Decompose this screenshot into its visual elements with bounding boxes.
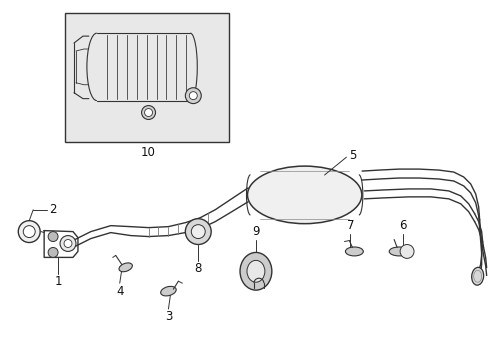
Text: 9: 9 (252, 225, 259, 238)
Ellipse shape (471, 267, 483, 285)
Circle shape (191, 225, 205, 239)
Text: 3: 3 (164, 310, 172, 323)
Ellipse shape (246, 260, 264, 282)
Ellipse shape (240, 252, 271, 290)
Text: 10: 10 (141, 146, 156, 159)
Text: 2: 2 (49, 203, 57, 216)
Circle shape (399, 244, 413, 258)
Circle shape (64, 239, 72, 247)
Circle shape (189, 92, 197, 100)
Circle shape (18, 221, 40, 243)
Circle shape (144, 109, 152, 117)
Circle shape (185, 88, 201, 104)
Circle shape (60, 235, 76, 251)
Text: 4: 4 (116, 285, 123, 298)
Ellipse shape (345, 247, 363, 256)
Circle shape (142, 105, 155, 120)
Ellipse shape (247, 166, 361, 224)
Text: 5: 5 (348, 149, 355, 162)
Ellipse shape (161, 286, 176, 296)
Circle shape (23, 226, 35, 238)
Text: 6: 6 (399, 219, 406, 232)
Ellipse shape (119, 263, 132, 272)
Text: 8: 8 (194, 262, 202, 275)
Circle shape (48, 247, 58, 257)
Bar (65, 13, 228, 142)
Circle shape (48, 231, 58, 242)
Text: 7: 7 (346, 219, 353, 232)
Ellipse shape (388, 247, 408, 256)
Circle shape (185, 219, 211, 244)
Text: 1: 1 (54, 275, 61, 288)
